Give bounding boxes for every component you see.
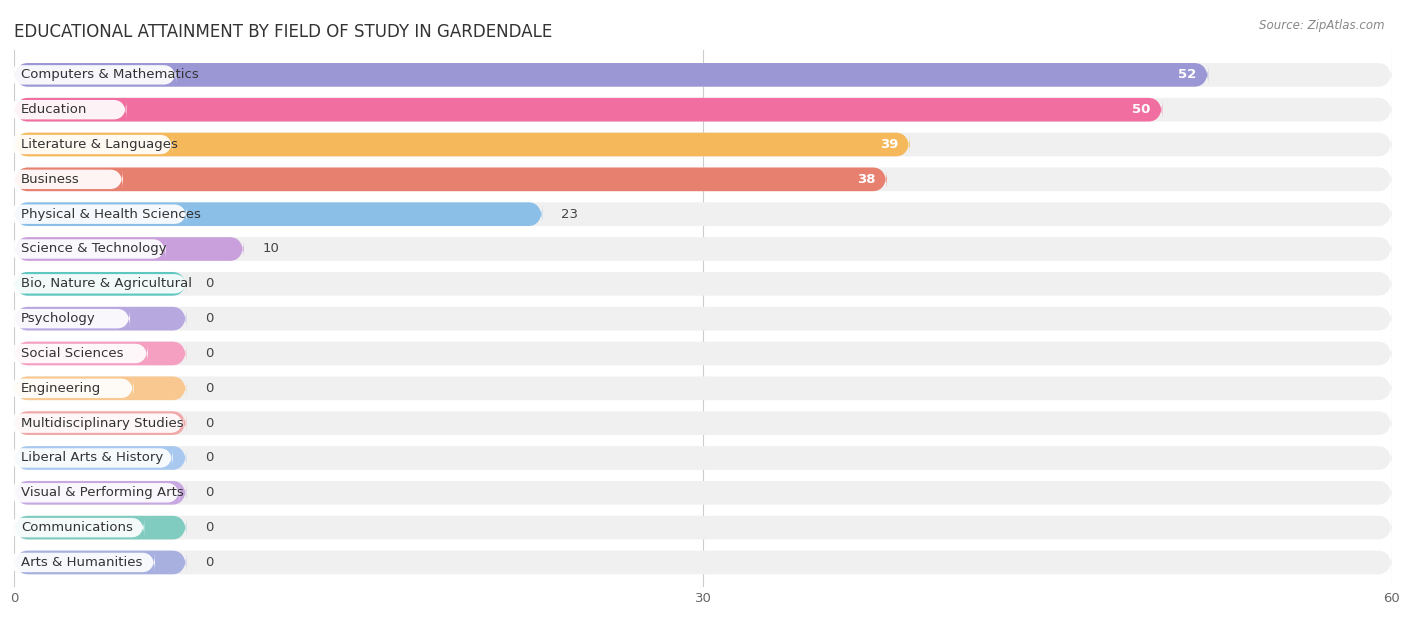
FancyBboxPatch shape <box>14 237 1392 261</box>
FancyBboxPatch shape <box>14 98 1163 122</box>
Text: Bio, Nature & Agricultural: Bio, Nature & Agricultural <box>21 278 193 290</box>
FancyBboxPatch shape <box>7 274 187 293</box>
FancyBboxPatch shape <box>14 551 1392 574</box>
FancyBboxPatch shape <box>14 133 1392 156</box>
Text: 0: 0 <box>205 556 214 569</box>
Text: Source: ZipAtlas.com: Source: ZipAtlas.com <box>1260 19 1385 32</box>
FancyBboxPatch shape <box>7 135 173 154</box>
Text: Business: Business <box>21 173 80 186</box>
FancyBboxPatch shape <box>14 167 1392 191</box>
FancyBboxPatch shape <box>14 307 1392 331</box>
FancyBboxPatch shape <box>7 100 127 119</box>
Text: Social Sciences: Social Sciences <box>21 347 124 360</box>
FancyBboxPatch shape <box>7 344 148 363</box>
Text: 0: 0 <box>205 278 214 290</box>
Text: 0: 0 <box>205 451 214 464</box>
FancyBboxPatch shape <box>7 413 183 433</box>
Text: 0: 0 <box>205 416 214 430</box>
FancyBboxPatch shape <box>7 448 173 468</box>
Text: Multidisciplinary Studies: Multidisciplinary Studies <box>21 416 184 430</box>
Text: 0: 0 <box>205 347 214 360</box>
Text: Computers & Mathematics: Computers & Mathematics <box>21 68 198 81</box>
Text: Arts & Humanities: Arts & Humanities <box>21 556 142 569</box>
FancyBboxPatch shape <box>7 483 180 502</box>
FancyBboxPatch shape <box>14 203 543 226</box>
FancyBboxPatch shape <box>14 307 186 331</box>
FancyBboxPatch shape <box>7 309 129 328</box>
FancyBboxPatch shape <box>7 553 155 572</box>
Text: Communications: Communications <box>21 521 132 534</box>
FancyBboxPatch shape <box>14 341 186 365</box>
FancyBboxPatch shape <box>7 518 145 538</box>
FancyBboxPatch shape <box>14 133 910 156</box>
FancyBboxPatch shape <box>14 377 1392 400</box>
Text: Liberal Arts & History: Liberal Arts & History <box>21 451 163 464</box>
Text: Engineering: Engineering <box>21 382 101 395</box>
FancyBboxPatch shape <box>14 237 243 261</box>
FancyBboxPatch shape <box>14 341 1392 365</box>
FancyBboxPatch shape <box>14 167 887 191</box>
FancyBboxPatch shape <box>14 446 1392 470</box>
FancyBboxPatch shape <box>14 203 1392 226</box>
Text: Literature & Languages: Literature & Languages <box>21 138 177 151</box>
FancyBboxPatch shape <box>14 63 1392 86</box>
Text: 23: 23 <box>561 208 578 221</box>
FancyBboxPatch shape <box>14 411 186 435</box>
Text: EDUCATIONAL ATTAINMENT BY FIELD OF STUDY IN GARDENDALE: EDUCATIONAL ATTAINMENT BY FIELD OF STUDY… <box>14 23 553 40</box>
Text: Science & Technology: Science & Technology <box>21 242 166 256</box>
FancyBboxPatch shape <box>7 204 187 224</box>
FancyBboxPatch shape <box>7 170 122 189</box>
Text: 38: 38 <box>856 173 875 186</box>
FancyBboxPatch shape <box>7 65 176 85</box>
FancyBboxPatch shape <box>14 272 186 296</box>
FancyBboxPatch shape <box>14 516 1392 540</box>
Text: 50: 50 <box>1132 103 1152 116</box>
Text: Education: Education <box>21 103 87 116</box>
FancyBboxPatch shape <box>14 481 186 505</box>
Text: 52: 52 <box>1178 68 1197 81</box>
Text: 0: 0 <box>205 382 214 395</box>
FancyBboxPatch shape <box>14 446 186 470</box>
Text: 39: 39 <box>880 138 898 151</box>
FancyBboxPatch shape <box>14 481 1392 505</box>
FancyBboxPatch shape <box>14 377 186 400</box>
FancyBboxPatch shape <box>14 63 1208 86</box>
FancyBboxPatch shape <box>7 379 134 398</box>
Text: Physical & Health Sciences: Physical & Health Sciences <box>21 208 201 221</box>
FancyBboxPatch shape <box>7 239 166 259</box>
Text: Psychology: Psychology <box>21 312 96 325</box>
FancyBboxPatch shape <box>14 272 1392 296</box>
Text: Visual & Performing Arts: Visual & Performing Arts <box>21 487 184 499</box>
Text: 0: 0 <box>205 312 214 325</box>
FancyBboxPatch shape <box>14 98 1392 122</box>
Text: 10: 10 <box>262 242 278 256</box>
FancyBboxPatch shape <box>14 411 1392 435</box>
FancyBboxPatch shape <box>14 551 186 574</box>
Text: 0: 0 <box>205 521 214 534</box>
FancyBboxPatch shape <box>14 516 186 540</box>
Text: 0: 0 <box>205 487 214 499</box>
